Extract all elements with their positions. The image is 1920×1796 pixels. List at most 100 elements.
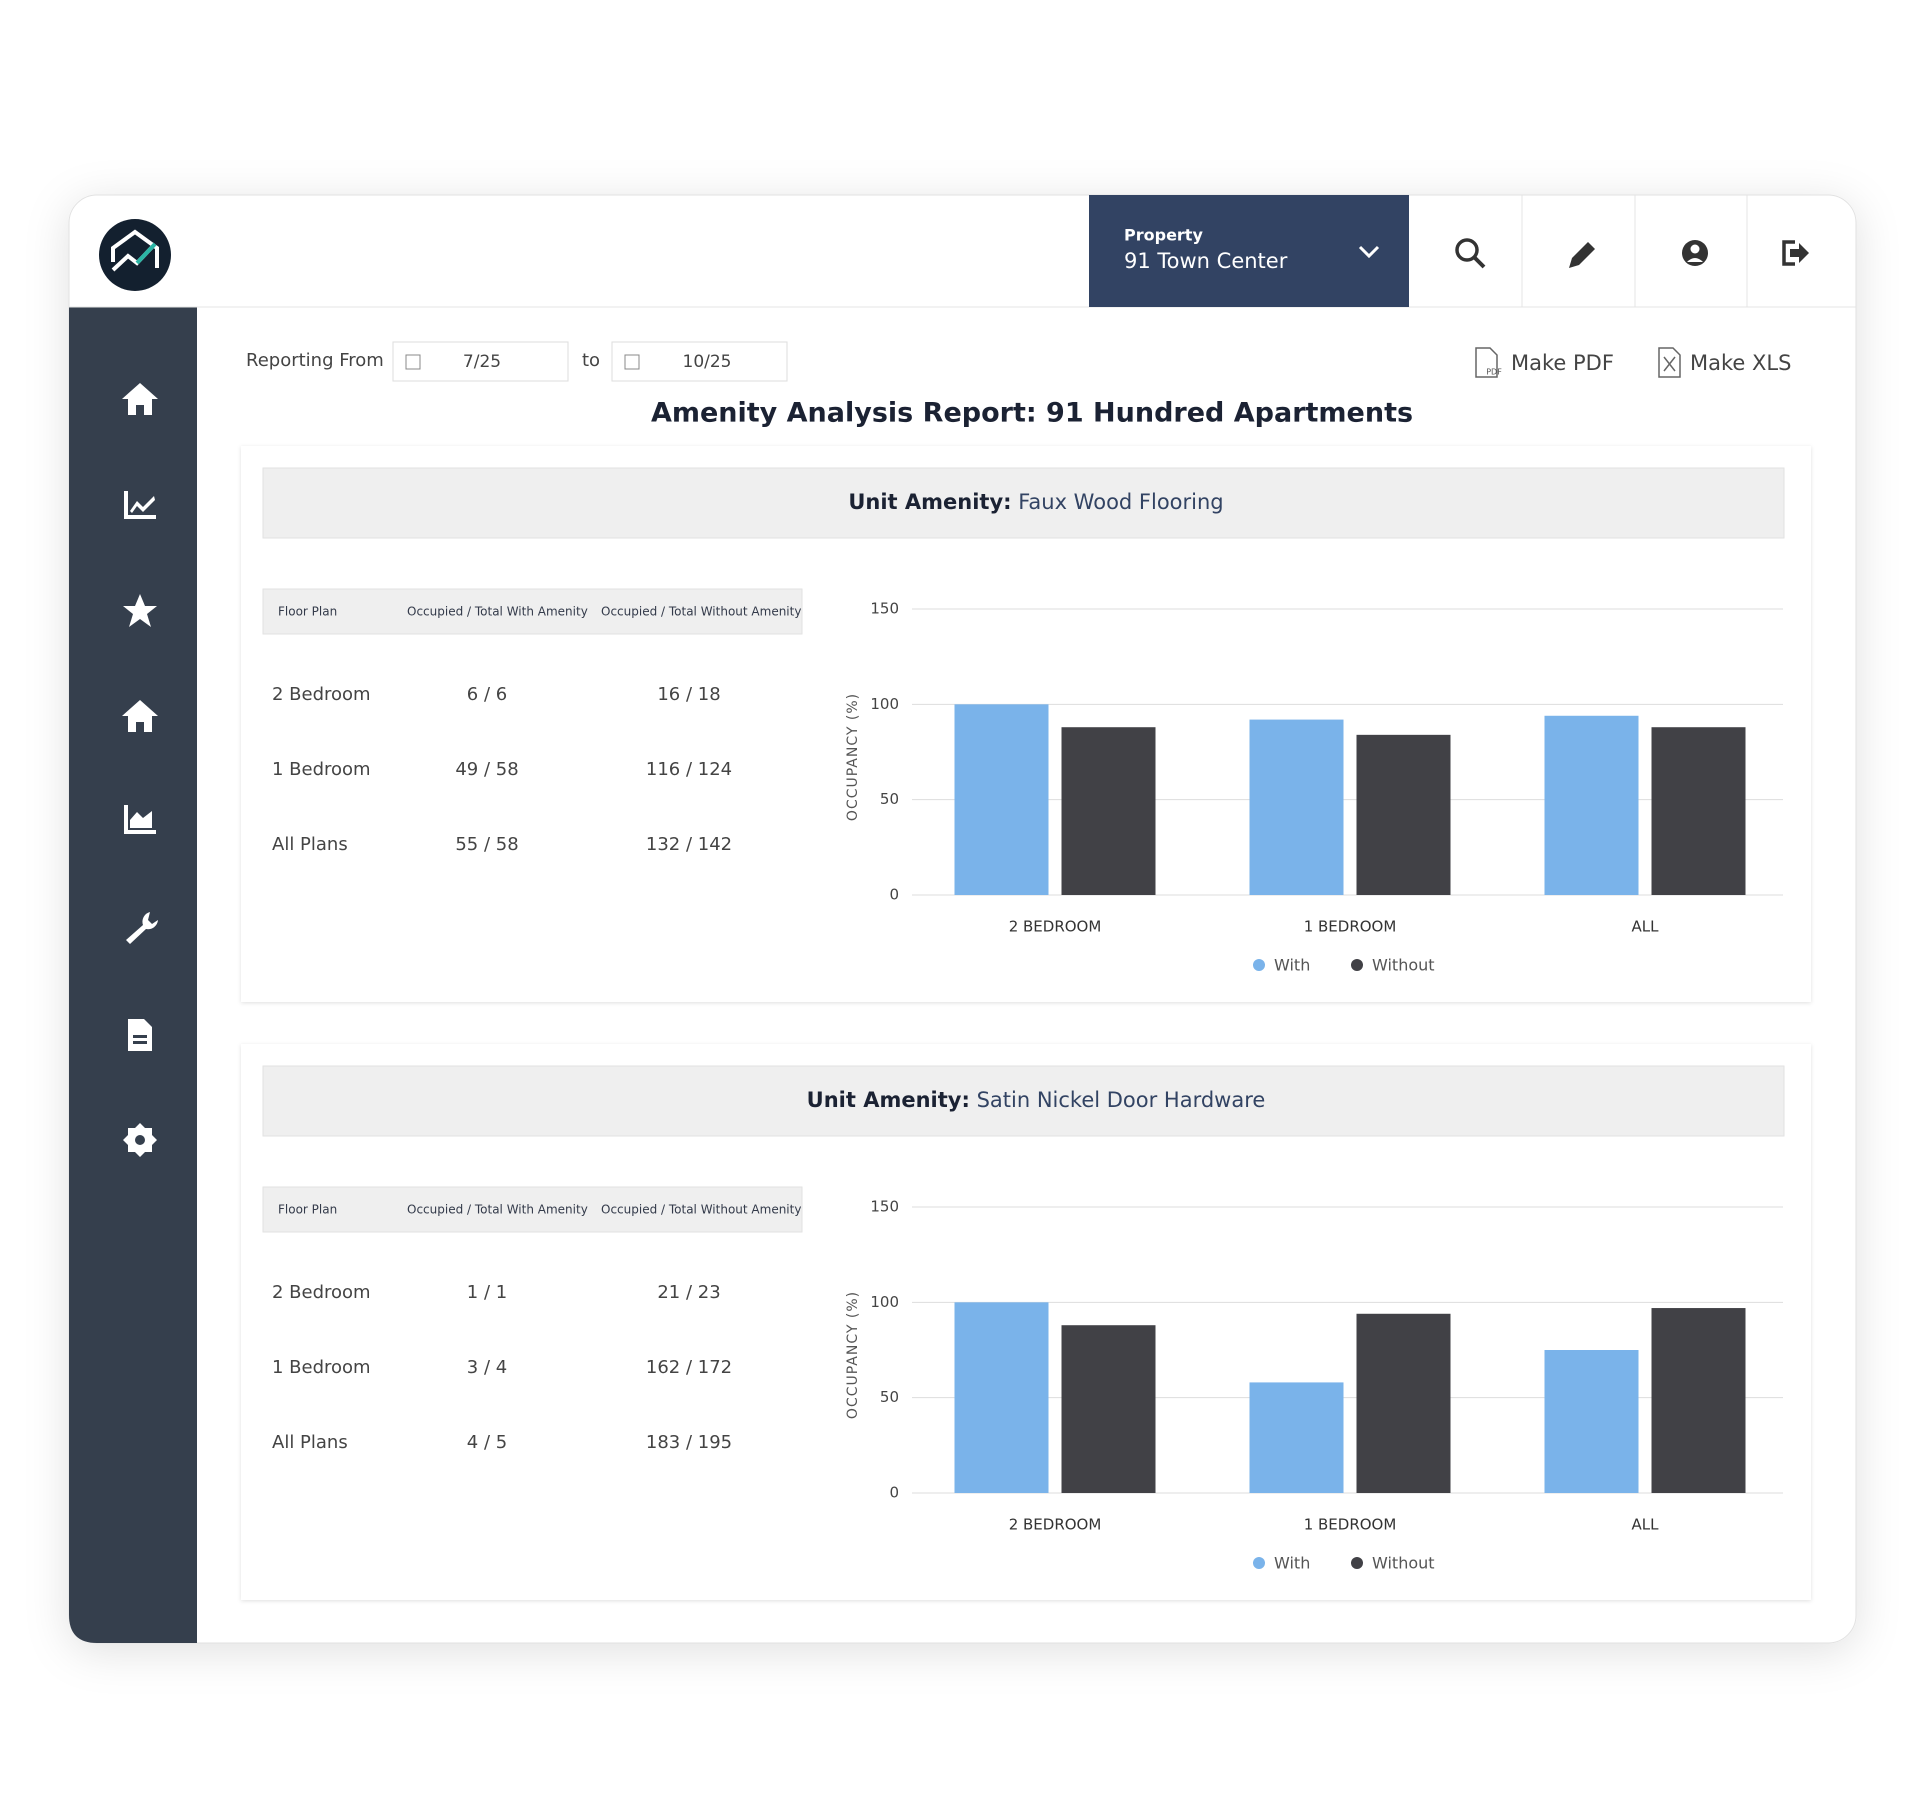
nav-icon[interactable]: [126, 912, 158, 944]
bar: [1356, 1313, 1451, 1493]
x-tick-label: 1 BEDROOM: [1304, 1516, 1397, 1534]
chevron: [1358, 245, 1380, 259]
y-tick-label: 50: [880, 1388, 899, 1406]
logo: [99, 219, 171, 291]
reporting-from-label: Reporting From: [246, 350, 384, 371]
nav-icon[interactable]: [122, 383, 158, 415]
bar: [1651, 727, 1746, 895]
x-tick-label: ALL: [1632, 1516, 1660, 1534]
table-cell: 1 Bedroom: [272, 759, 371, 780]
x-tick-label: ALL: [1632, 918, 1660, 936]
property-name: 91 Town Center: [1124, 249, 1288, 273]
column-header: Floor Plan: [278, 605, 337, 619]
edit-button[interactable]: [1569, 242, 1595, 268]
legend-label: Without: [1372, 956, 1435, 975]
start-date-input[interactable]: [392, 341, 569, 382]
section-title: Unit Amenity: Satin Nickel Door Hardware: [807, 1088, 1266, 1112]
bar: [1249, 719, 1344, 895]
x-tick-label: 2 BEDROOM: [1009, 918, 1102, 936]
table-cell: 4 / 5: [467, 1432, 507, 1453]
gear-hole: [135, 1135, 145, 1145]
y-tick-label: 100: [870, 1293, 899, 1311]
logo-accent: [135, 242, 157, 265]
table-cell: 16 / 18: [657, 684, 720, 705]
table-cell: 1 / 1: [467, 1282, 507, 1303]
y-tick-label: 150: [870, 1198, 899, 1216]
section-title: Unit Amenity: Faux Wood Flooring: [848, 490, 1223, 514]
table-header: [262, 1186, 803, 1233]
y-tick-label: 50: [880, 790, 899, 808]
search-button[interactable]: [1455, 238, 1486, 269]
report-title: Amenity Analysis Report: 91 Hundred Apar…: [651, 398, 1413, 429]
bar: [1356, 734, 1451, 895]
x-tick-label: 2 BEDROOM: [1009, 1516, 1102, 1534]
bar: [954, 1302, 1049, 1493]
bar: [1544, 1350, 1639, 1493]
column-header: Floor Plan: [278, 1203, 337, 1217]
y-tick-label: 100: [870, 695, 899, 713]
bar: [1651, 1308, 1746, 1493]
nav-icon[interactable]: [128, 1019, 152, 1051]
table-cell: 6 / 6: [467, 684, 507, 705]
to-label: to: [582, 350, 600, 371]
make-xls: Make XLS: [1690, 351, 1791, 375]
bar: [1061, 727, 1156, 895]
legend-swatch: [1253, 1557, 1265, 1569]
start-date: 7/25: [463, 352, 501, 372]
legend-swatch: [1351, 959, 1363, 971]
table-cell: 49 / 58: [455, 759, 518, 780]
table-cell: 183 / 195: [646, 1432, 732, 1453]
legend-label: With: [1274, 1554, 1310, 1573]
table-cell: 21 / 23: [657, 1282, 720, 1303]
bar: [1544, 715, 1639, 895]
calendar-icon: [624, 354, 640, 370]
icon-dividers: [1521, 195, 1748, 307]
property-label: Property: [1124, 226, 1203, 245]
legend-swatch: [1253, 959, 1265, 971]
nav-icon[interactable]: [124, 805, 156, 834]
section-header: [262, 467, 1785, 539]
amenity-name: Faux Wood Flooring: [1018, 490, 1223, 514]
pdf-icon-label: PDF: [1486, 368, 1502, 377]
nav-icon[interactable]: [124, 491, 156, 519]
table-cell: 116 / 124: [646, 759, 732, 780]
bar: [954, 704, 1049, 895]
sidebar: [69, 307, 197, 1643]
legend-label: Without: [1372, 1554, 1435, 1573]
table-cell: 3 / 4: [467, 1357, 507, 1378]
end-date-input[interactable]: [611, 341, 788, 382]
section-label: Unit Amenity:: [807, 1088, 970, 1112]
make-pdf: Make PDF: [1511, 351, 1614, 375]
table-cell: 132 / 142: [646, 834, 732, 855]
logout-button[interactable]: [1782, 240, 1809, 266]
table-cell: All Plans: [272, 1432, 348, 1453]
make-pdf-button[interactable]: PDF Make PDF: [1475, 347, 1614, 378]
section-label: Unit Amenity:: [848, 490, 1011, 514]
table-cell: 2 Bedroom: [272, 684, 371, 705]
section-header: [262, 1065, 1785, 1137]
nav-icon[interactable]: [123, 594, 157, 627]
table-cell: 2 Bedroom: [272, 1282, 371, 1303]
y-tick-label: 0: [889, 886, 899, 904]
table-cell: 162 / 172: [646, 1357, 732, 1378]
amenity-name: Satin Nickel Door Hardware: [977, 1088, 1266, 1112]
calendar-icon: [405, 354, 421, 370]
nav-icon[interactable]: [122, 700, 158, 732]
table-cell: 1 Bedroom: [272, 1357, 371, 1378]
end-date: 10/25: [683, 352, 732, 372]
legend-label: With: [1274, 956, 1310, 975]
property-selector[interactable]: [1089, 195, 1409, 307]
profile-button[interactable]: [1682, 240, 1708, 266]
column-header: Occupied / Total Without Amenity: [601, 1203, 801, 1217]
y-axis-label: OCCUPANCY (%): [845, 1291, 861, 1419]
x-tick-label: 1 BEDROOM: [1304, 918, 1397, 936]
legend-swatch: [1351, 1557, 1363, 1569]
y-axis-label: OCCUPANCY (%): [845, 693, 861, 821]
table-cell: All Plans: [272, 834, 348, 855]
bar: [1061, 1325, 1156, 1493]
column-header: Occupied / Total With Amenity: [407, 1203, 588, 1217]
make-xls-button[interactable]: Make XLS: [1658, 347, 1791, 378]
y-tick-label: 0: [889, 1484, 899, 1502]
table-cell: 55 / 58: [455, 834, 518, 855]
